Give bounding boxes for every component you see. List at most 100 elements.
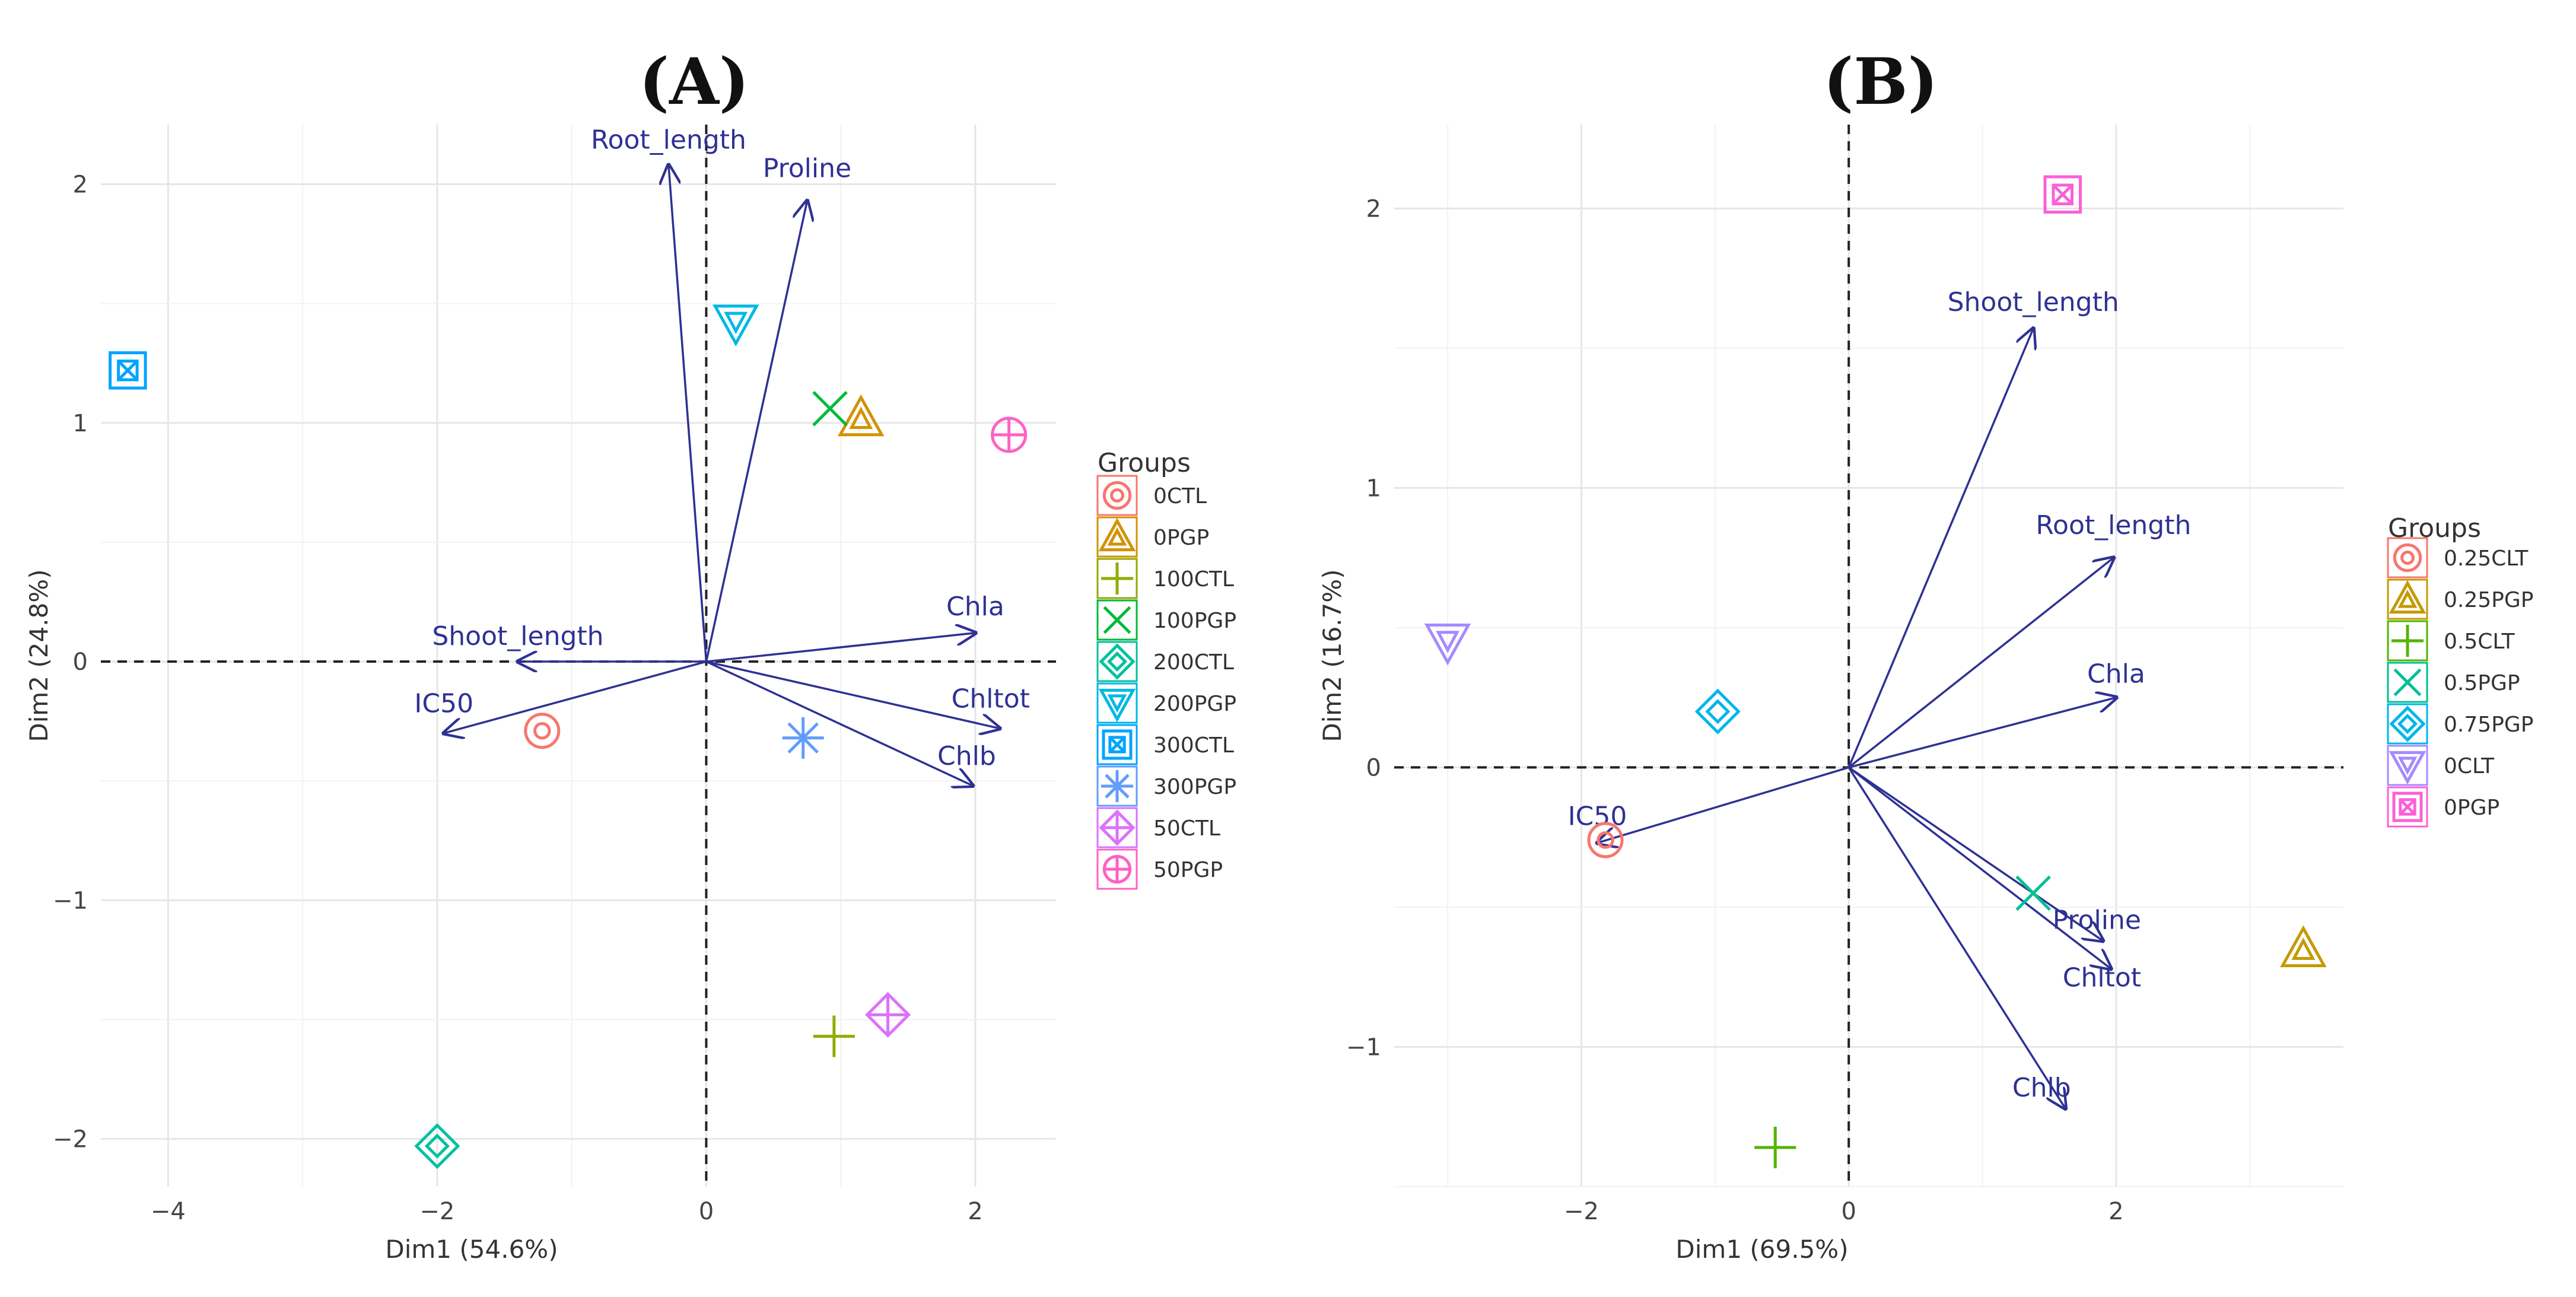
legend-key [1096,599,1138,641]
point-300ctl [109,351,147,390]
legend-key [2387,786,2428,828]
variable-label: Chla [946,592,1004,622]
legend-marker [2391,624,2424,657]
grid [101,125,1056,1187]
arrow-ic50 [1598,766,1849,843]
legend-label: 50CTL [1153,816,1220,841]
legend-label: 0.5PGP [2444,671,2520,695]
legend-key [1096,724,1138,765]
arrow-chltot [1848,767,2111,968]
legend-label: 0CTL [1153,484,1207,508]
panel-a: (A) −4 −2 0 2 −2 −1 0 1 2 Dim1 (54.6%) Dim2 (24.8%)… [24,44,1236,1264]
point-100pgp [812,390,848,427]
legend-key [2387,703,2428,745]
arrow-root_length [1848,558,2113,768]
point-0.25pgp [2280,925,2327,968]
legend-item: 0.75PGP [2387,703,2533,745]
point-0clt [1424,623,1471,666]
y-axis-title: Dim2 (16.7%) [1318,569,1347,742]
legend-marker [2389,580,2426,614]
variable-label: Chla [2087,659,2145,689]
variable-label: Shoot_length [432,621,603,651]
arrow-ic50 [444,660,707,733]
legend-key [1096,641,1138,682]
legend-label: 0PGP [2444,796,2499,820]
arrow-proline [705,201,807,662]
arrow-proline [1848,766,2103,940]
legend-marker [1102,729,1133,760]
legend-label: 50PGP [1153,858,1223,882]
point-0.75pgp [1694,688,1741,735]
point-0pgp [837,394,885,437]
y-tick-label: 1 [73,410,88,437]
legend-item: 0PGP [1096,516,1209,558]
legend-item: 0CLT [2387,745,2495,786]
legend-item: 50PGP [1096,848,1223,890]
legend-label: 200PGP [1153,692,1236,716]
legend-marker [1099,809,1136,846]
legend-label: 0PGP [1153,526,1209,550]
legend-item: 0.5PGP [2387,662,2520,703]
x-tick-label: −2 [419,1198,454,1225]
x-tick-label: 0 [699,1198,714,1225]
grid [1394,125,2343,1187]
legend-key [1096,848,1138,890]
y-tick-label: −1 [53,887,88,914]
legend-label: 0.5CLT [2444,630,2515,654]
legend-key [1096,807,1138,848]
point-0ctl [524,713,561,749]
legend-item: 0.25CLT [2387,537,2529,578]
x-tick-label: 0 [1841,1198,1856,1225]
legend-label: 0.25CLT [2444,546,2529,571]
legend-item: 50CTL [1096,807,1220,848]
legend-item: 200PGP [1096,682,1236,724]
variable-label: Chlb [937,741,996,771]
variable-label: IC50 [414,689,473,719]
variable-label: Chltot [2063,963,2141,993]
legend-item: 200CTL [1096,641,1234,682]
x-tick-label: 2 [2108,1198,2123,1225]
point-0.5pgp [2015,875,2051,911]
x-axis-title: Dim1 (54.6%) [385,1235,558,1264]
legend-item: 100CTL [1096,558,1234,599]
legend-label: 100PGP [1153,609,1236,633]
variable-label: Shoot_length [1948,287,2119,317]
y-tick-label: 2 [73,171,88,199]
legend-item: 300CTL [1096,724,1234,765]
legend-item: 0CTL [1096,475,1207,516]
arrow-chlb [1847,767,2065,1108]
arrow-root_length [669,165,708,662]
legend-marker [2389,751,2426,785]
legend-marker [1102,481,1132,510]
legend-label: 0CLT [2444,754,2495,778]
legend-marker [1099,643,1136,680]
variable-label: Root_length [2036,510,2191,541]
legend-item: 0.5CLT [2387,620,2515,662]
legend-label: 100CTL [1153,567,1234,592]
legend-item: 0PGP [2387,786,2499,828]
panel-label: (B) [1823,44,1938,119]
point-50pgp [991,417,1028,453]
arrow-chla [1848,698,2116,769]
legend-key [1096,682,1138,724]
y-tick-label: −1 [1346,1034,1381,1061]
point-50ctl [865,991,911,1038]
x-axis-title: Dim1 (69.5%) [1675,1235,1848,1264]
legend-marker [2392,791,2423,822]
legend-marker [1102,854,1132,884]
point-0.25clt [1587,822,1624,859]
variable-label: Chlb [2012,1073,2071,1103]
arrow-chlb [705,660,972,786]
arrow-chla [706,633,975,663]
y-tick-label: 2 [1366,195,1381,222]
legend-key [1096,765,1138,807]
variable-label: Root_length [591,125,746,155]
legend-title: Groups [1098,448,1191,478]
legend-marker [2393,543,2422,573]
legend-marker [1103,606,1131,634]
legend-key [1096,475,1138,516]
point-0pgp [2043,175,2082,214]
legend-marker [1101,562,1134,595]
y-tick-label: −2 [53,1126,88,1153]
